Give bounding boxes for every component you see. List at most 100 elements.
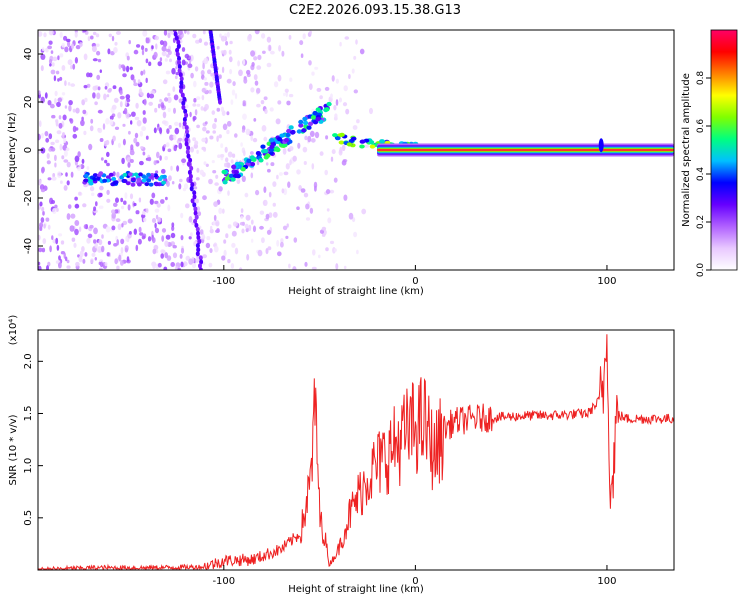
spectrogram-streak-point <box>195 226 200 232</box>
spectrogram-speckle <box>193 98 197 103</box>
spectrogram-speckle <box>231 242 236 248</box>
spectrogram-speckle <box>55 237 59 245</box>
colorbar-tick-label: 0.6 <box>696 119 706 134</box>
spectrogram-speckle <box>136 44 141 48</box>
spectrogram-speckle <box>226 111 230 116</box>
spectrogram-speckle <box>38 133 41 141</box>
spectrogram-speckle <box>50 50 54 54</box>
spectrogram-speckle <box>77 151 81 158</box>
spectrogram-speckle <box>111 209 116 214</box>
spectrogram-speckle <box>285 163 290 170</box>
spectrogram-speckle <box>240 142 243 147</box>
spectrogram-speckle <box>70 171 74 178</box>
spectrogram-speckle <box>47 100 52 106</box>
spectrogram-speckle <box>292 266 297 270</box>
spectrogram-speckle <box>196 206 201 212</box>
spectrogram-speckle <box>50 69 56 75</box>
spectrogram-branch-point <box>301 128 307 133</box>
spectrogram-speckle <box>101 245 105 253</box>
spectrogram-speckle <box>140 92 144 97</box>
spectrogram-speckle <box>309 30 312 35</box>
spectrogram-speckle <box>90 35 94 40</box>
spectrogram-ytick-label: 40 <box>23 48 34 61</box>
spectrogram-speckle <box>190 146 194 153</box>
spectrogram-speckle <box>143 69 146 75</box>
spectrogram-speckle <box>195 39 200 44</box>
spectrogram-speckle <box>202 254 208 259</box>
spectrogram-speckle <box>125 94 131 100</box>
spectrogram-speckle <box>61 155 65 160</box>
spectrogram-streak-point <box>175 47 180 53</box>
spectrogram-streak-point <box>190 182 195 188</box>
spectrogram-speckle <box>151 218 157 223</box>
spectrogram-speckle <box>153 51 158 59</box>
spectrogram-speckle <box>283 92 286 97</box>
spectrogram-speckle <box>138 226 142 233</box>
spectrogram-speckle <box>252 137 258 143</box>
spectrogram-speckle <box>70 213 76 219</box>
spectrogram-speckle <box>68 105 72 112</box>
spectrogram-speckle <box>222 123 228 131</box>
spectrogram-speckle <box>133 78 136 84</box>
spectrogram-branch-point <box>285 132 291 138</box>
spectrogram-speckle <box>241 228 245 234</box>
spectrogram-branch-point <box>282 142 288 148</box>
spectrogram-branch-point <box>263 149 269 154</box>
spectrogram-speckle <box>240 215 243 220</box>
spectrogram-branch-point <box>260 144 266 149</box>
spectrogram-speckle <box>163 144 167 148</box>
spectrogram-speckle <box>212 170 217 174</box>
spectrogram-speckle <box>161 168 166 174</box>
spectrogram-speckle <box>184 53 190 59</box>
spectrogram-speckle <box>145 135 149 140</box>
spectrogram-streak-point <box>179 76 184 82</box>
spectrogram-speckle <box>257 54 262 61</box>
spectrogram-speckle <box>167 107 171 113</box>
spectrogram-speckle <box>140 70 144 76</box>
spectrogram-ytick-label: -40 <box>23 238 34 254</box>
spectrogram-speckle <box>224 33 228 38</box>
spectrogram-speckle <box>224 162 228 168</box>
spectrogram-speckle <box>104 86 108 90</box>
spectrogram-speckle <box>216 135 219 142</box>
spectrogram-streak-point <box>193 206 198 212</box>
spectrogram-branch-point <box>268 147 274 153</box>
spectrogram-speckle <box>192 103 197 107</box>
spectrogram-streak-point <box>181 104 186 110</box>
spectrogram-speckle <box>343 85 348 92</box>
spectrogram-speckle <box>61 42 66 48</box>
spectrogram-speckle <box>48 59 53 64</box>
spectrogram-cluster-point <box>161 180 167 185</box>
spectrogram-speckle <box>215 174 219 179</box>
spectrogram-speckle <box>197 211 202 217</box>
spectrogram-speckle <box>122 220 128 226</box>
spectrogram-speckle <box>117 223 122 230</box>
spectrogram-speckle <box>46 265 49 270</box>
spectrogram-speckle <box>286 223 289 228</box>
spectrogram-speckle <box>139 160 144 166</box>
spectrogram-speckle <box>150 90 156 94</box>
spectrogram-speckle <box>299 40 304 46</box>
spectrogram-speckle <box>159 40 164 46</box>
spectrogram-ylabel: Frequency (Hz) <box>7 112 18 188</box>
snr-ylabel: SNR (10 * v/v) <box>8 414 19 485</box>
spectrogram-speckle <box>303 161 307 165</box>
spectrogram-speckle <box>58 233 63 237</box>
spectrogram-speckle <box>137 79 141 84</box>
spectrogram-speckle <box>167 32 171 39</box>
spectrogram-speckle <box>263 136 268 142</box>
spectrogram-speckle <box>169 58 172 63</box>
spectrogram-cluster-point <box>157 177 163 182</box>
spectrogram-speckle <box>154 107 158 113</box>
spectrogram-speckle <box>72 133 78 139</box>
spectrogram-streak-point <box>198 263 202 269</box>
spectrogram-speckle <box>312 249 316 256</box>
spectrogram-speckle <box>214 118 218 123</box>
spectrogram-speckle <box>335 263 339 270</box>
spectrogram-speckle <box>174 121 179 126</box>
spectrogram-speckle <box>211 160 215 164</box>
spectrogram-speckle <box>152 263 156 270</box>
spectrogram-speckle <box>180 247 185 254</box>
spectrogram-speckle <box>137 238 142 245</box>
